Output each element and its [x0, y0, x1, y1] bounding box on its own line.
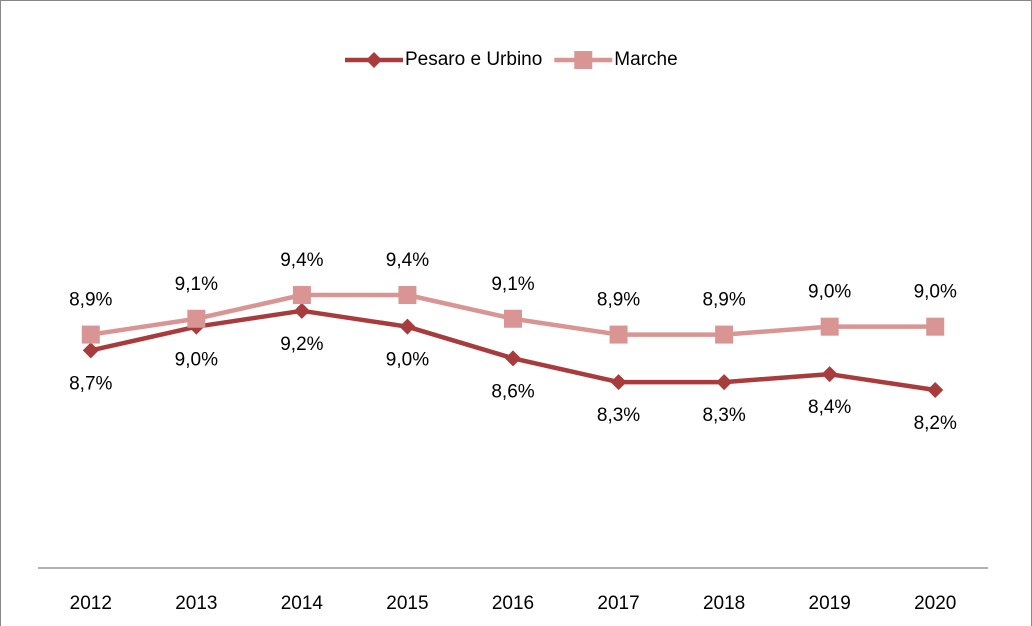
marker	[715, 325, 734, 344]
data-label: 9,1%	[491, 274, 534, 295]
data-label: 8,9%	[702, 290, 745, 311]
data-label: 8,3%	[597, 405, 640, 426]
marker	[187, 309, 206, 328]
legend-marker	[574, 51, 593, 69]
x-tick-label: 2015	[386, 593, 428, 614]
marker	[399, 318, 416, 335]
marker	[820, 317, 839, 336]
marker	[292, 286, 311, 304]
data-label: 8,3%	[702, 405, 745, 426]
data-label: 9,0%	[808, 282, 851, 303]
marker	[505, 350, 521, 367]
data-label: 9,4%	[280, 250, 323, 271]
legend-label: Marche	[614, 49, 677, 70]
x-tick-label: 2017	[597, 593, 639, 614]
marker	[504, 309, 522, 328]
marker	[821, 366, 838, 383]
data-label: 8,9%	[597, 290, 640, 311]
x-tick-label: 2016	[492, 593, 534, 614]
data-label: 8,4%	[808, 397, 851, 418]
legend-marker	[366, 52, 382, 68]
legend-label: Pesaro e Urbino	[405, 49, 542, 70]
x-tick-label: 2013	[175, 593, 217, 614]
marker	[293, 302, 310, 319]
data-label: 9,2%	[280, 334, 323, 355]
marker	[926, 317, 945, 336]
x-tick-label: 2020	[914, 593, 956, 614]
data-label: 9,1%	[175, 274, 218, 295]
x-tick-label: 2014	[281, 593, 324, 614]
marker	[398, 286, 417, 304]
marker	[927, 382, 944, 398]
data-label: 9,0%	[175, 350, 218, 371]
data-label: 8,9%	[69, 290, 112, 311]
data-label: 8,6%	[491, 381, 534, 402]
x-tick-label: 2019	[809, 593, 851, 614]
marker	[81, 325, 100, 344]
data-label: 9,4%	[386, 250, 429, 271]
data-label: 8,7%	[69, 373, 112, 394]
data-label: 8,2%	[914, 413, 957, 434]
marker	[82, 342, 99, 359]
marker	[716, 374, 733, 391]
marker	[609, 325, 628, 344]
data-label: 9,0%	[914, 282, 957, 303]
x-tick-label: 2012	[70, 593, 112, 614]
x-tick-label: 2018	[703, 593, 745, 614]
marker	[610, 374, 627, 391]
data-label: 9,0%	[386, 350, 429, 371]
